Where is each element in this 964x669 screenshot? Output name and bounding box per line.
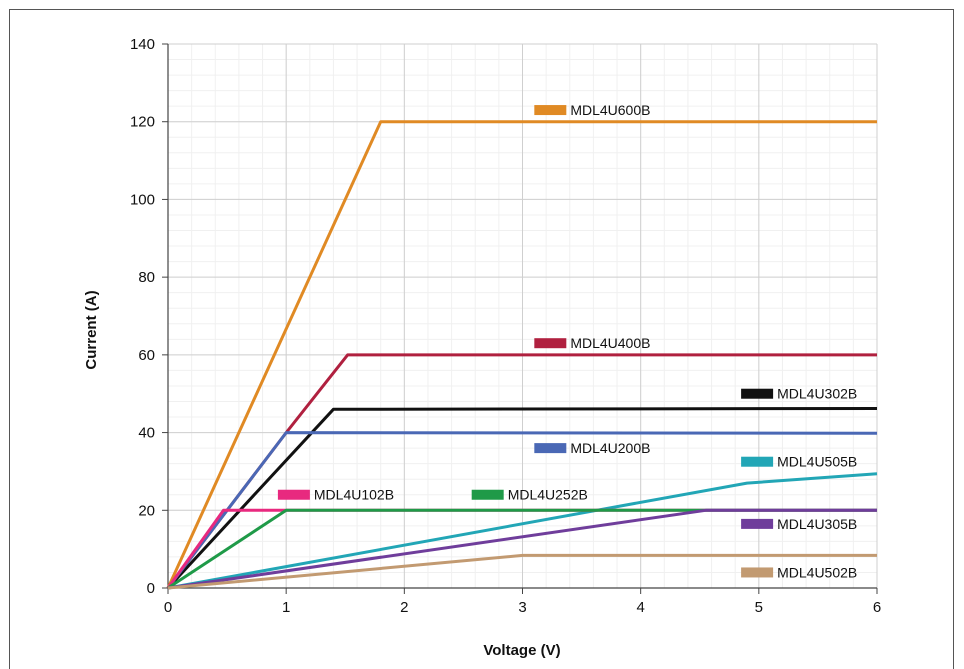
y-tick-label: 140 [130, 36, 155, 53]
x-tick-label: 0 [164, 599, 172, 616]
legend-swatch-mdl4u505b [741, 456, 774, 467]
y-tick-label: 120 [130, 114, 155, 131]
legend-swatch-mdl4u252b [471, 489, 504, 500]
y-tick-label: 20 [138, 502, 155, 519]
y-tick-label: 100 [130, 191, 155, 208]
x-tick-label: 5 [755, 599, 763, 616]
x-tick-label: 2 [400, 599, 408, 616]
legend-swatch-mdl4u305b [741, 518, 774, 529]
grid [167, 43, 878, 589]
y-tick-label: 80 [138, 269, 155, 286]
series-line-mdl4u302b [166, 407, 878, 590]
series-line-mdl4u502b [167, 553, 877, 590]
chart-frame [9, 9, 954, 669]
legend-swatch-mdl4u102b [277, 489, 310, 500]
x-axis-title: Voltage (V) [483, 642, 560, 659]
series-line-mdl4u505b [167, 472, 878, 590]
y-tick-label: 0 [147, 580, 155, 597]
series-line-mdl4u305b [167, 508, 877, 590]
series-labels: MDL4U600B MDL4U400B MDL4U302B MDL4U200B MDL4… [277, 102, 857, 580]
legend-swatch-mdl4u200b [534, 443, 567, 454]
axes: 0 20 40 60 80 100 120 140 0 1 2 3 4 5 6 [130, 36, 881, 616]
legend-label-mdl4u505b: MDL4U505B [777, 454, 857, 470]
legend-swatch-mdl4u302b [741, 388, 774, 399]
legend-label-mdl4u502b: MDL4U502B [777, 564, 857, 580]
series-line-mdl4u600b [166, 120, 877, 589]
legend-swatch-mdl4u600b [534, 105, 567, 116]
legend-label-mdl4u305b: MDL4U305B [777, 516, 857, 532]
legend-label-mdl4u400b: MDL4U400B [570, 335, 650, 351]
y-tick-label: 60 [138, 347, 155, 364]
legend-swatch-mdl4u502b [741, 567, 774, 578]
legend-label-mdl4u302b: MDL4U302B [777, 386, 857, 402]
legend-label-mdl4u600b: MDL4U600B [570, 102, 650, 118]
legend-label-mdl4u200b: MDL4U200B [570, 440, 650, 456]
x-tick-label: 4 [636, 599, 644, 616]
x-tick-label: 6 [873, 599, 881, 616]
y-axis-title: Current (A) [83, 290, 100, 369]
legend-label-mdl4u102b: MDL4U102B [314, 487, 394, 503]
series-line-mdl4u252b [167, 508, 877, 590]
legend-label-mdl4u252b: MDL4U252B [508, 487, 588, 503]
y-tick-label: 40 [138, 425, 155, 442]
series-lines [166, 120, 878, 590]
x-tick-label: 1 [282, 599, 290, 616]
series-line-mdl4u200b [166, 431, 878, 589]
legend-swatch-mdl4u400b [534, 338, 567, 349]
x-tick-label: 3 [518, 599, 526, 616]
